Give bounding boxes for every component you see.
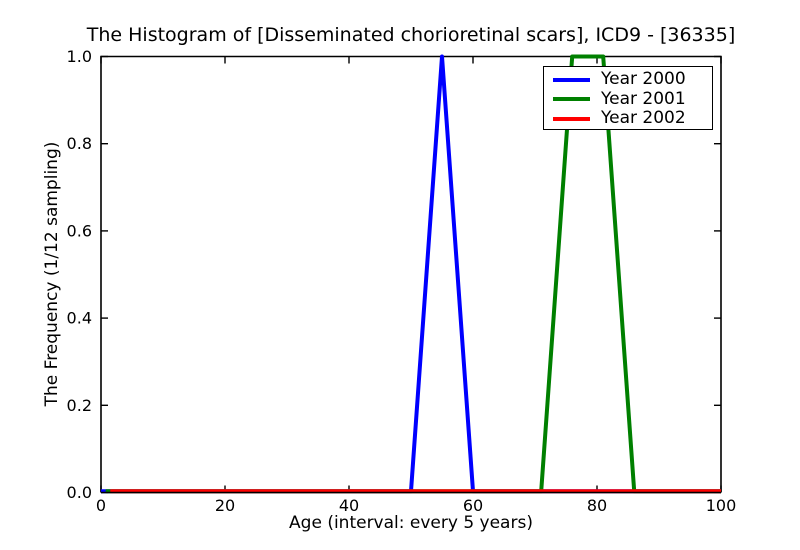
axes-spines	[100, 55, 722, 493]
legend-item: Year 2001	[544, 90, 712, 110]
x-tick-label: 40	[339, 496, 359, 515]
x-tick-label: 20	[215, 496, 235, 515]
legend-line-sample	[553, 97, 590, 102]
y-tick-label: 0.4	[67, 309, 92, 328]
legend-line-sample	[553, 116, 590, 121]
legend-label: Year 2000	[601, 69, 686, 90]
y-tick-label: 1.0	[67, 47, 92, 66]
x-tick-label: 60	[463, 496, 483, 515]
legend-item: Year 2002	[544, 109, 712, 129]
y-tick-label: 0.6	[67, 221, 92, 240]
legend-line-sample	[553, 77, 590, 82]
x-tick-label: 80	[587, 496, 607, 515]
x-axis-label: Age (interval: every 5 years)	[289, 513, 533, 533]
x-tick-label: 0	[96, 496, 106, 515]
legend-item: Year 2000	[544, 70, 712, 90]
x-tick-label: 100	[706, 496, 737, 515]
legend-label: Year 2001	[601, 88, 686, 109]
chart-title: The Histogram of [Disseminated chorioret…	[86, 24, 736, 46]
y-tick-label: 0.8	[67, 134, 92, 153]
legend-label: Year 2002	[601, 108, 686, 129]
y-tick-label: 0.2	[67, 396, 92, 415]
legend: Year 2000 Year 2001 Year 2002	[543, 66, 713, 130]
y-tick-label: 0.0	[67, 483, 92, 502]
